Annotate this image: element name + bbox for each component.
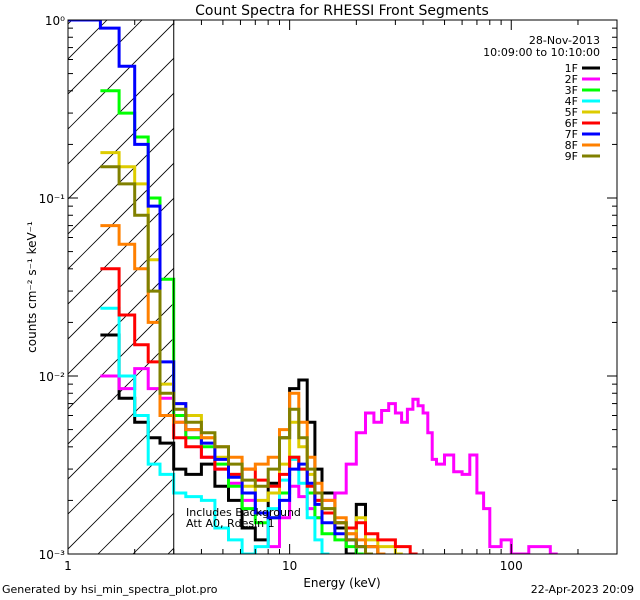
hatch-line	[68, 57, 174, 165]
y-axis-label: counts cm⁻² s⁻¹ keV⁻¹	[25, 221, 39, 353]
series-line-2F	[100, 367, 558, 554]
hatch-line	[68, 20, 73, 25]
hatch-line	[0, 0, 103, 554]
y-tick-label: 10⁻²	[39, 370, 66, 384]
footer-generator-note: Generated by hsi_min_spectra_plot.pro	[2, 583, 218, 596]
hatch-line	[68, 162, 174, 270]
hatch-line	[68, 407, 174, 515]
y-tick-label: 10⁰	[45, 14, 65, 28]
hatch-line	[68, 197, 174, 305]
chart-title: Count Spectra for RHESSI Front Segments	[195, 3, 489, 19]
legend-label-2F: 2F	[565, 73, 578, 86]
annotation-attenuator: Att A0, Rdesin 1	[186, 517, 275, 530]
legend-label-1F: 1F	[565, 62, 578, 75]
annotation-background: Includes Background	[186, 506, 301, 519]
date-label: 28-Nov-2013	[529, 34, 600, 47]
legend-label-6F: 6F	[565, 117, 578, 130]
hatch-line	[68, 232, 174, 340]
plot-frame	[67, 19, 618, 555]
series-line-9F	[100, 165, 373, 554]
legend-label-4F: 4F	[565, 95, 578, 108]
series-line-8F	[100, 224, 386, 554]
x-axis-label: Energy (keV)	[303, 576, 380, 590]
excluded-region-hatch	[0, 0, 174, 554]
hatch-line	[97, 477, 174, 554]
series-group	[68, 20, 558, 554]
axis-ticks	[67, 19, 618, 555]
y-tick-label: 10⁻¹	[39, 192, 66, 206]
axis-tick-labels: 1 10 100 10⁻³ 10⁻² 10⁻¹ 10⁰	[39, 14, 523, 573]
legend-label-5F: 5F	[565, 106, 578, 119]
legend-label-3F: 3F	[565, 84, 578, 97]
y-tick-label: 10⁻³	[39, 548, 66, 562]
x-tick-label: 100	[500, 559, 523, 573]
legend-label-9F: 9F	[565, 150, 578, 163]
legend-label-7F: 7F	[565, 128, 578, 141]
hatch-line	[68, 22, 174, 130]
time-range-label: 10:09:00 to 10:10:00	[483, 46, 600, 59]
footer-timestamp: 22-Apr-2023 20:09	[530, 583, 634, 596]
series-line-7F	[68, 20, 373, 554]
hatch-line	[68, 372, 174, 480]
hatch-line	[68, 20, 108, 60]
x-tick-label: 1	[64, 559, 72, 573]
hatch-line	[68, 442, 174, 550]
hatch-line	[68, 92, 174, 200]
hatch-line	[68, 20, 143, 95]
hatch-line	[68, 267, 174, 375]
legend-label-8F: 8F	[565, 139, 578, 152]
x-tick-label: 10	[282, 559, 297, 573]
